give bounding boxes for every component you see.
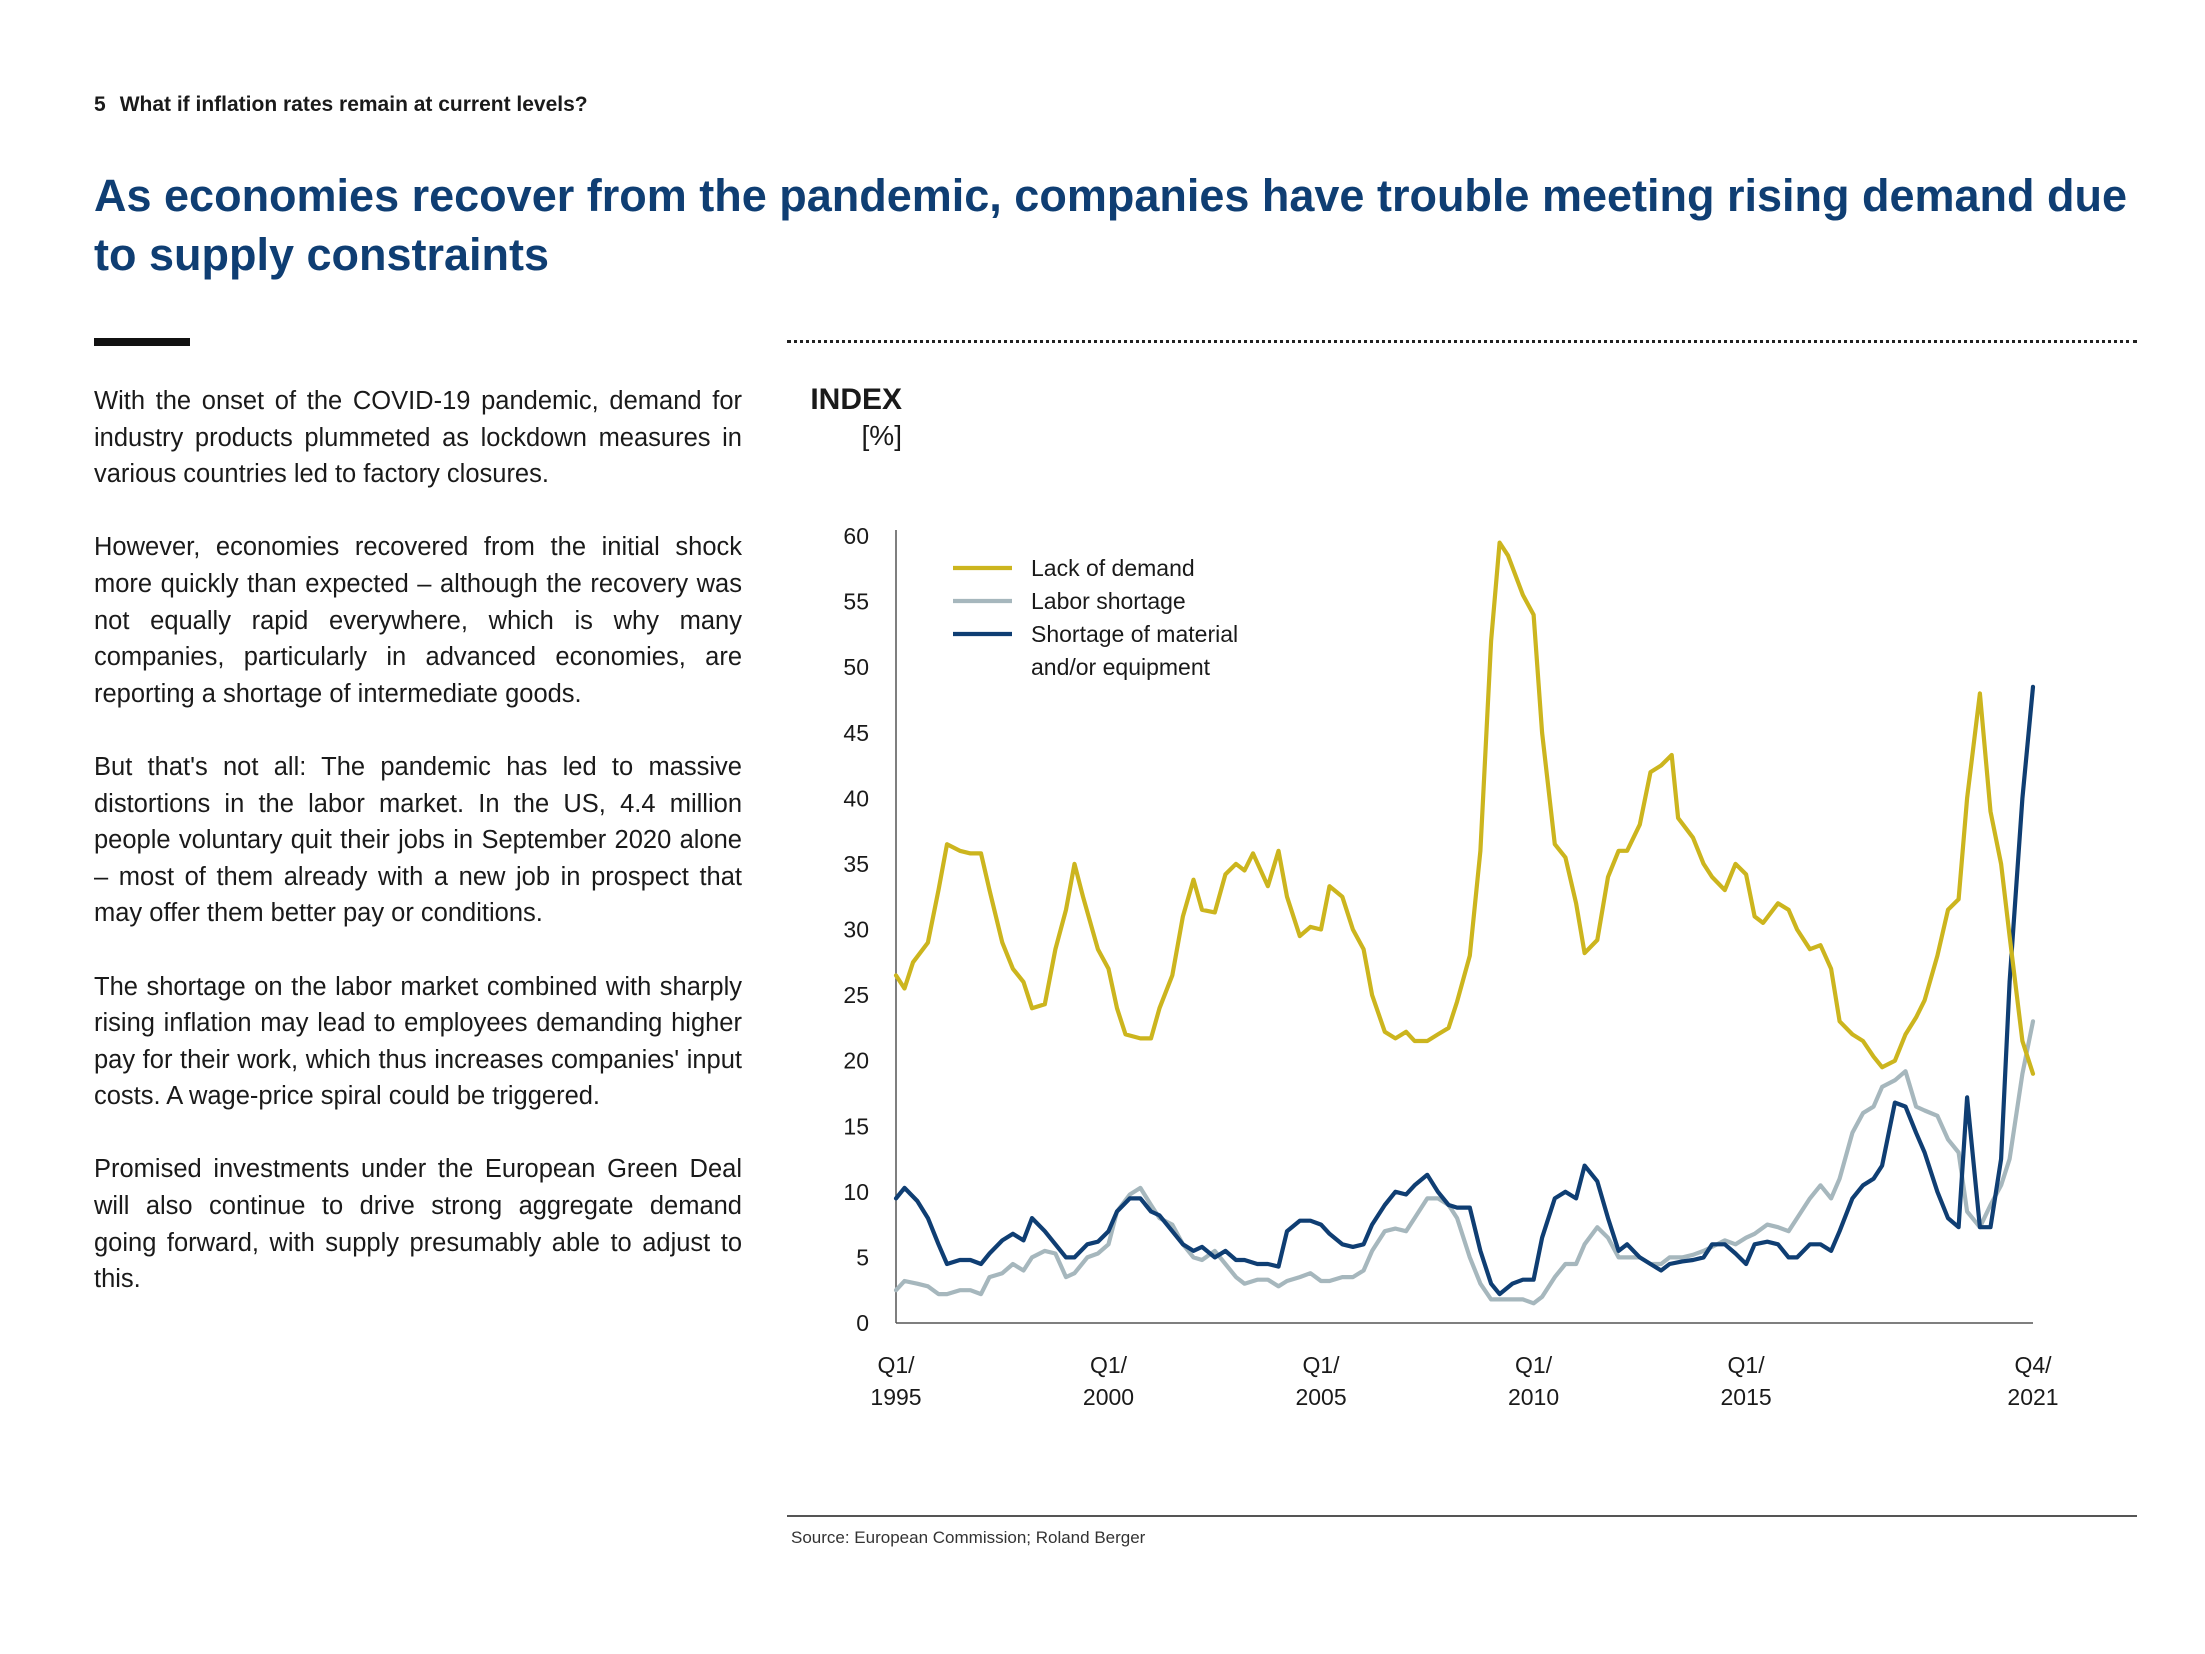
y-tick-label: 60 [843,523,869,549]
x-tick-label: 2015 [1721,1384,1772,1410]
legend-label: Lack of demand [1031,555,1195,581]
page-headline: As economies recover from the pandemic, … [94,170,2128,280]
y-tick-label: 0 [856,1310,869,1336]
y-tick-label: 10 [843,1179,869,1205]
body-paragraph-3: But that's not all: The pandemic has led… [94,752,742,928]
y-tick-label: 30 [843,917,869,943]
body-text: With the onset of the COVID-19 pandemic,… [94,383,742,1334]
y-tick-label: 45 [843,720,869,746]
x-tick-label: Q1/ [1090,1352,1128,1378]
y-axis-unit: [%] [861,420,902,451]
x-tick-label: Q1/ [1303,1352,1341,1378]
page-header: 5 What if inflation rates remain at curr… [94,93,588,117]
y-tick-label: 35 [843,851,869,877]
dotted-divider [787,340,2137,343]
series-line-lack-of-demand [893,540,2036,1076]
chart-axis-title: INDEX [%] [800,382,902,454]
x-tick-label: Q4/ [2014,1352,2052,1378]
chart-title: INDEX [810,383,902,416]
body-paragraph-2: However, economies recovered from the in… [94,533,742,708]
x-tick-label: 2000 [1083,1384,1134,1410]
x-tick-label: 2005 [1295,1384,1346,1410]
body-paragraph-1: With the onset of the COVID-19 pandemic,… [94,387,742,489]
legend-label: Shortage of material [1031,621,1238,647]
x-tick-label: Q1/ [1728,1352,1766,1378]
source-note: Source: European Commission; Roland Berg… [791,1528,1146,1547]
body-paragraph-5: Promised investments under the European … [94,1155,742,1294]
chart-legend: Lack of demand Labor shortage Shortage of … [953,555,1238,680]
y-tick-label: 40 [843,785,869,811]
series-line-material-shortage [893,684,2036,1297]
section-title: What if inflation rates remain at curren… [119,93,588,116]
series-line-labor-shortage [893,1019,2036,1306]
y-tick-label: 50 [843,654,869,680]
y-tick-label: 25 [843,982,869,1008]
body-paragraph-4: The shortage on the labor market combine… [94,972,742,1111]
y-tick-label: 55 [843,589,869,615]
page-number: 5 [94,93,106,116]
x-axis: Q1/1995 Q1/2000 Q1/2005 Q1/2010 Q1/2015 Q4/20… [870,1322,2059,1410]
x-tick-label: Q1/ [1515,1352,1553,1378]
x-tick-label: 1995 [870,1384,921,1410]
x-tick-label: Q1/ [877,1352,915,1378]
y-tick-label: 15 [843,1113,869,1139]
accent-bar [94,338,190,346]
legend-label: and/or equipment [1031,654,1211,680]
source-divider [787,1515,2137,1517]
y-axis: 0 5 10 15 20 25 30 35 40 45 50 55 60 [843,523,897,1336]
x-tick-label: 2021 [2007,1384,2058,1410]
y-tick-label: 20 [843,1048,869,1074]
y-tick-label: 5 [856,1244,869,1270]
chart-series [893,540,2036,1306]
x-tick-label: 2010 [1508,1384,1559,1410]
legend-label: Labor shortage [1031,588,1186,614]
